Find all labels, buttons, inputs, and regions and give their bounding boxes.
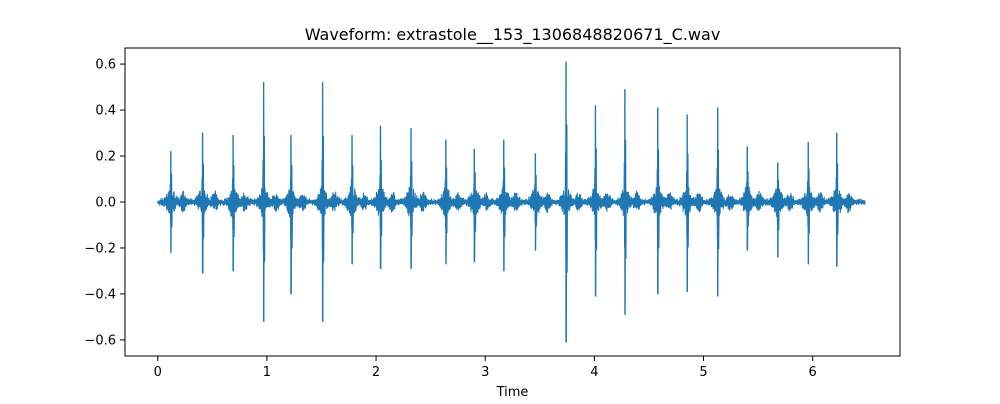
y-tick-label: 0.6	[95, 58, 116, 73]
chart-title: Waveform: extrastole__153_1306848820671_…	[305, 25, 721, 45]
x-axis-label: Time	[496, 385, 529, 400]
y-tick-label: −0.4	[84, 287, 116, 302]
x-tick-label: 1	[263, 365, 271, 380]
x-tick-label: 4	[590, 365, 598, 380]
x-tick-label: 6	[809, 365, 817, 380]
axes-layer: 0 1 2 3 4 5 6 −0.6 −0.4 −0.2 0.0 0.2 0.4 0.6	[84, 47, 901, 380]
y-tick-label: 0.4	[95, 104, 116, 119]
x-tick-label: 2	[372, 365, 380, 380]
x-tick-label: 0	[154, 365, 162, 380]
y-tick-label: −0.2	[84, 241, 116, 256]
plot-area	[157, 61, 866, 343]
y-tick-label: −0.6	[84, 333, 116, 348]
y-tick-label: 0.2	[95, 150, 116, 165]
x-tick-label: 3	[481, 365, 489, 380]
y-tick-label: 0.0	[95, 196, 116, 211]
x-tick-label: 5	[699, 365, 707, 380]
